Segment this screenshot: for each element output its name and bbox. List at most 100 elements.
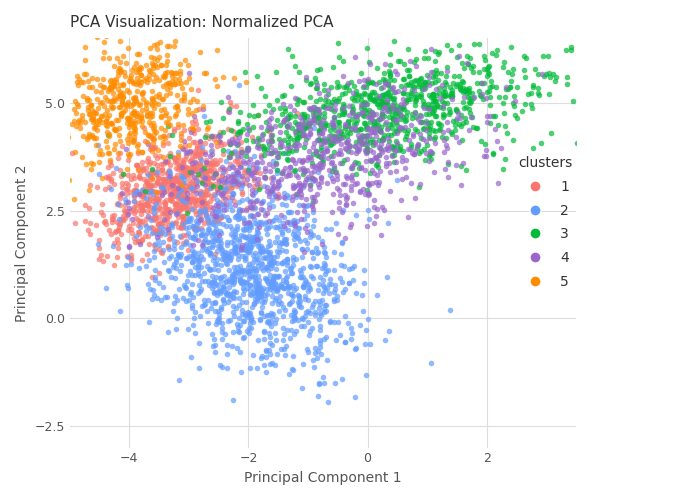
- Point: [109, 96, 120, 104]
- Point: [131, 112, 142, 120]
- Point: [322, 90, 333, 98]
- Point: [212, 207, 223, 215]
- Point: [305, 79, 316, 87]
- Point: [441, 41, 452, 49]
- Point: [197, 105, 209, 113]
- Point: [298, 202, 309, 210]
- Point: [185, 290, 196, 298]
- Point: [328, 318, 339, 326]
- Point: [157, 95, 168, 103]
- Point: [247, 289, 258, 297]
- Point: [500, 92, 511, 100]
- Point: [168, 246, 179, 254]
- Point: [100, 284, 111, 292]
- Point: [260, 274, 271, 282]
- Point: [244, 111, 255, 119]
- Point: [304, 152, 316, 160]
- Point: [246, 198, 257, 205]
- Point: [407, 148, 418, 156]
- Point: [286, 326, 297, 334]
- Point: [155, 204, 166, 212]
- Point: [149, 181, 160, 189]
- Point: [130, 119, 141, 127]
- Point: [288, 184, 299, 192]
- Point: [227, 162, 238, 170]
- Point: [173, 184, 184, 192]
- Point: [336, 134, 347, 142]
- Point: [230, 177, 241, 185]
- Point: [265, 282, 276, 290]
- Point: [150, 229, 162, 237]
- Point: [367, 156, 378, 164]
- Point: [223, 106, 234, 114]
- Point: [247, 123, 258, 131]
- Point: [232, 170, 243, 178]
- Point: [451, 160, 462, 168]
- Point: [291, 190, 302, 198]
- Point: [402, 145, 414, 153]
- Point: [375, 128, 386, 136]
- Point: [131, 68, 142, 76]
- Point: [342, 79, 354, 87]
- Point: [318, 80, 330, 88]
- Point: [234, 348, 246, 356]
- Point: [476, 78, 487, 86]
- Point: [184, 157, 195, 165]
- Point: [219, 252, 230, 260]
- Point: [167, 219, 178, 227]
- Point: [300, 308, 312, 316]
- Point: [108, 94, 120, 102]
- Point: [15, 67, 26, 75]
- Point: [386, 151, 397, 159]
- Point: [333, 118, 344, 126]
- Point: [103, 54, 114, 62]
- Point: [489, 28, 500, 36]
- Point: [377, 110, 388, 118]
- Point: [312, 392, 323, 400]
- Point: [288, 183, 300, 191]
- Point: [209, 216, 220, 224]
- Point: [177, 172, 188, 180]
- Point: [193, 281, 204, 289]
- Point: [93, 170, 104, 178]
- Point: [94, 100, 106, 108]
- Point: [177, 168, 188, 175]
- Point: [265, 258, 276, 266]
- Point: [178, 281, 190, 289]
- Point: [296, 126, 307, 134]
- Point: [217, 74, 228, 82]
- Point: [142, 172, 153, 179]
- Point: [123, 210, 134, 218]
- Point: [160, 118, 172, 126]
- Point: [189, 264, 200, 272]
- Point: [402, 90, 413, 98]
- Point: [138, 201, 149, 209]
- Point: [284, 300, 295, 308]
- Point: [429, 102, 440, 110]
- Point: [320, 118, 331, 126]
- Point: [156, 188, 167, 196]
- Point: [92, 96, 103, 104]
- Point: [405, 90, 416, 98]
- Point: [360, 372, 371, 380]
- Point: [275, 282, 286, 290]
- Point: [380, 92, 391, 100]
- Point: [326, 174, 337, 182]
- Point: [248, 236, 260, 244]
- Point: [225, 126, 237, 134]
- Point: [422, 54, 433, 62]
- Point: [139, 182, 150, 190]
- Point: [270, 223, 281, 231]
- Point: [124, 124, 135, 132]
- Point: [135, 201, 146, 209]
- Point: [346, 115, 357, 123]
- Point: [468, 123, 479, 131]
- Point: [277, 167, 288, 175]
- Point: [172, 124, 183, 132]
- Point: [307, 198, 318, 205]
- Point: [262, 248, 273, 256]
- Point: [278, 117, 289, 125]
- Point: [287, 364, 298, 372]
- Point: [579, 76, 590, 84]
- Point: [304, 80, 316, 88]
